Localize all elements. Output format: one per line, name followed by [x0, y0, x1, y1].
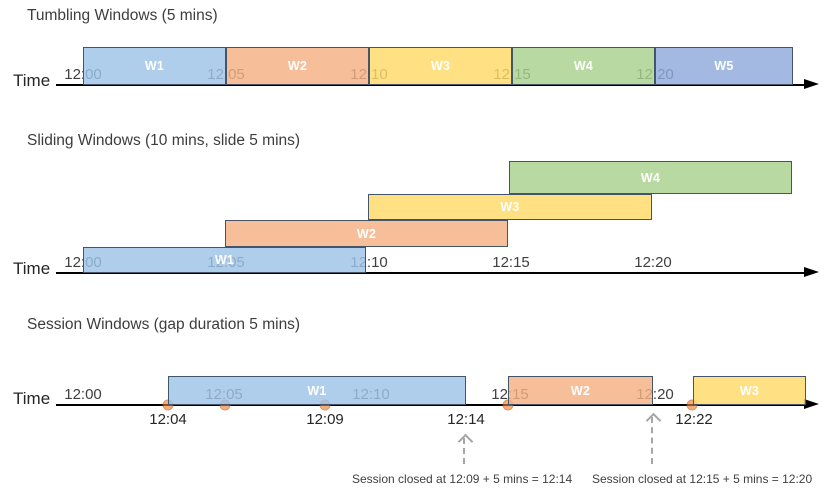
session-window-w1: W1	[168, 376, 466, 405]
axis-arrowhead-icon	[804, 399, 819, 409]
tumbling-window-w3: W3	[369, 47, 512, 85]
time-axis	[56, 84, 804, 86]
time-axis-label: Time	[13, 259, 51, 278]
sliding-window-w2: W2	[225, 220, 508, 247]
window-label: W1	[144, 59, 165, 73]
tumbling-window-w4: W4	[512, 47, 655, 85]
window-label: W3	[430, 59, 451, 73]
window-fill	[509, 377, 652, 404]
up-arrowhead-icon	[645, 412, 661, 429]
tumbling-window-w5: W5	[655, 47, 793, 85]
time-axis-label: Time	[13, 389, 51, 408]
axis-arrowhead-icon	[804, 79, 819, 89]
window-fill	[84, 48, 225, 84]
time-axis	[56, 272, 804, 274]
window-label: W4	[640, 170, 661, 185]
window-label: W2	[570, 383, 591, 398]
window-label: W3	[739, 383, 760, 398]
time-axis	[56, 404, 804, 406]
time-tick: 12:20	[634, 254, 672, 271]
window-label: W1	[307, 383, 327, 398]
event-dot	[686, 399, 698, 411]
window-fill	[84, 248, 365, 272]
session-close-note: Session closed at 12:15 + 5 mins = 12:20	[592, 472, 813, 486]
session-close-arrow	[645, 412, 661, 464]
window-fill	[656, 48, 792, 84]
up-arrowhead-icon	[457, 433, 473, 450]
window-label: W4	[573, 59, 594, 73]
sliding-window-w3: W3	[368, 194, 652, 220]
window-label: W3	[500, 200, 520, 214]
window-label: W2	[287, 59, 308, 73]
sliding-window-w4: W4	[509, 161, 792, 194]
tumbling-window-w1: W1	[83, 47, 226, 85]
session-window-w3: W3	[693, 376, 806, 405]
window-fill	[227, 48, 368, 84]
window-fill	[513, 48, 654, 84]
time-tick: 12:15	[492, 254, 530, 271]
window-fill	[226, 221, 507, 246]
tumbling-window-w2: W2	[226, 47, 369, 85]
time-axis-label: Time	[13, 71, 51, 90]
event-time-label: 12:04	[149, 411, 187, 428]
event-time-label: 12:14	[447, 411, 485, 428]
session-close-arrow	[457, 433, 473, 464]
sliding-title: Sliding Windows (10 mins, slide 5 mins)	[27, 132, 301, 149]
axis-arrowhead-icon	[804, 267, 819, 277]
session-close-note: Session closed at 12:09 + 5 mins = 12:14	[352, 472, 573, 486]
window-fill	[694, 377, 805, 404]
session-window-w2: W2	[508, 376, 653, 405]
window-fill	[169, 377, 465, 404]
time-tick: 12:00	[64, 386, 102, 403]
tumbling-title: Tumbling Windows (5 mins)	[27, 7, 218, 24]
window-fill	[369, 195, 651, 219]
window-fill	[370, 48, 511, 84]
window-label: W1	[214, 253, 235, 267]
session-title: Session Windows (gap duration 5 mins)	[27, 316, 301, 333]
window-fill	[510, 162, 791, 193]
event-time-label: 12:22	[675, 411, 713, 428]
sliding-window-w1: W1	[83, 247, 366, 273]
window-label: W2	[356, 226, 377, 241]
event-time-label: 12:09	[306, 411, 344, 428]
window-label: W5	[714, 59, 734, 73]
